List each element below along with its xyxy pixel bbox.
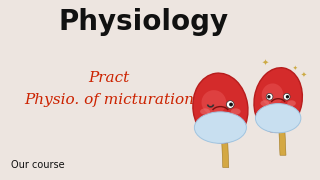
Ellipse shape	[254, 68, 302, 132]
Text: ✦: ✦	[301, 72, 307, 78]
Ellipse shape	[262, 84, 283, 106]
Circle shape	[286, 95, 289, 98]
Circle shape	[267, 95, 271, 98]
Text: Physiology: Physiology	[59, 8, 229, 36]
Text: Pract: Pract	[88, 71, 130, 85]
Ellipse shape	[193, 73, 248, 143]
Text: ✦: ✦	[293, 66, 297, 71]
Circle shape	[266, 93, 273, 100]
Circle shape	[284, 93, 290, 100]
Circle shape	[227, 101, 234, 108]
Text: Physio. of micturation: Physio. of micturation	[24, 93, 194, 107]
Circle shape	[229, 103, 233, 106]
Ellipse shape	[200, 108, 210, 115]
Ellipse shape	[287, 100, 296, 106]
Text: Our course: Our course	[11, 160, 65, 170]
Ellipse shape	[202, 90, 226, 115]
Text: ✦: ✦	[262, 57, 269, 66]
Ellipse shape	[255, 103, 301, 133]
Polygon shape	[279, 132, 286, 155]
Ellipse shape	[231, 108, 241, 115]
Ellipse shape	[260, 100, 269, 106]
Ellipse shape	[194, 112, 246, 143]
Polygon shape	[222, 143, 229, 168]
